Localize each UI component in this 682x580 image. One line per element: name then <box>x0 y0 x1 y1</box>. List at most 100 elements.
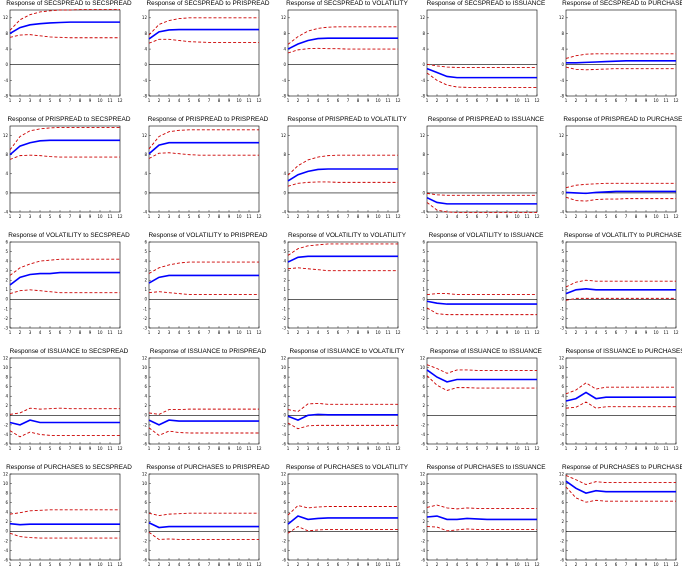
y-tick-label: 10 <box>281 365 287 370</box>
y-tick-label: 6 <box>561 384 564 389</box>
y-tick-label: -3 <box>421 325 425 330</box>
y-tick-label: 3 <box>561 268 564 273</box>
x-tick-label: 2 <box>158 562 161 567</box>
y-tick-label: 12 <box>420 15 426 20</box>
x-tick-label: 6 <box>615 214 618 219</box>
x-tick-label: 1 <box>565 98 568 103</box>
x-tick-label: 4 <box>595 214 598 219</box>
x-tick-label: 9 <box>228 214 231 219</box>
y-tick-label: 0 <box>283 413 286 418</box>
x-tick-label: 4 <box>456 330 459 335</box>
y-tick-label: 12 <box>3 472 9 476</box>
panel-title: Response of SECSPREAD to VOLATILITY <box>286 0 408 7</box>
confidence-band-lower <box>426 375 537 391</box>
response-line <box>426 515 537 521</box>
x-tick-label: 2 <box>158 214 161 219</box>
x-tick-label: 9 <box>89 562 92 567</box>
x-tick-label: 1 <box>148 562 151 567</box>
y-tick-label: 2 <box>422 278 425 283</box>
y-tick-label: -6 <box>282 557 286 562</box>
y-tick-label: 10 <box>3 365 9 370</box>
x-tick-label: 1 <box>9 446 12 451</box>
x-tick-label: 6 <box>337 214 340 219</box>
y-tick-label: 10 <box>420 365 426 370</box>
y-tick-label: -6 <box>560 557 564 562</box>
y-tick-label: -2 <box>282 538 286 543</box>
x-tick-label: 11 <box>246 562 252 567</box>
x-tick-label: 7 <box>347 98 350 103</box>
y-tick-label: -2 <box>143 316 147 321</box>
response-line <box>565 480 676 494</box>
x-tick-label: 11 <box>385 562 391 567</box>
y-tick-label: 0 <box>283 297 286 302</box>
x-tick-label: 10 <box>375 562 381 567</box>
x-tick-label: 11 <box>107 562 113 567</box>
y-tick-label: -2 <box>282 316 286 321</box>
x-tick-label: 1 <box>426 446 429 451</box>
y-tick-label: 4 <box>422 259 425 264</box>
y-tick-label: 4 <box>144 394 147 399</box>
irf-panel: Response of PURCHASES to VOLATILITY -6 -4 -… <box>278 464 416 580</box>
y-tick-label: 4 <box>144 259 147 264</box>
y-tick-label: -4 <box>282 548 286 553</box>
y-tick-label: 12 <box>142 133 148 138</box>
x-tick-label: 1 <box>565 562 568 567</box>
x-tick-label: 7 <box>69 330 72 335</box>
y-tick-label: -2 <box>4 538 8 543</box>
confidence-band-lower <box>565 486 676 503</box>
x-tick-label: 4 <box>317 330 320 335</box>
y-tick-label: -4 <box>143 209 147 214</box>
y-tick-label: 4 <box>561 46 564 51</box>
x-tick-label: 6 <box>198 446 201 451</box>
panel-title: Response of VOLATILITY to SECSPREAD <box>8 232 130 239</box>
x-tick-label: 10 <box>236 330 242 335</box>
x-tick-label: 12 <box>395 446 401 451</box>
confidence-band-upper <box>426 293 537 296</box>
y-tick-label: 4 <box>422 510 425 515</box>
y-tick-label: 0 <box>561 413 564 418</box>
y-tick-label: 8 <box>561 375 564 380</box>
x-tick-label: 11 <box>524 562 530 567</box>
y-tick-label: -6 <box>143 557 147 562</box>
irf-panel: Response of SECSPREAD to ISSUANCE -8 -4 0 4 8… <box>417 0 555 116</box>
x-tick-label: 5 <box>188 446 191 451</box>
x-tick-label: 12 <box>673 330 679 335</box>
x-tick-label: 3 <box>168 330 171 335</box>
x-tick-label: 7 <box>208 562 211 567</box>
x-tick-label: 10 <box>97 562 103 567</box>
y-tick-label: 6 <box>422 240 425 244</box>
confidence-band-upper <box>9 9 120 31</box>
x-tick-label: 5 <box>605 562 608 567</box>
x-tick-label: 1 <box>287 562 290 567</box>
x-tick-label: 6 <box>198 214 201 219</box>
x-tick-label: 4 <box>317 446 320 451</box>
x-tick-label: 4 <box>39 98 42 103</box>
response-line <box>426 67 537 79</box>
x-tick-label: 1 <box>565 330 568 335</box>
irf-panel: Response of ISSUANCE to ISSUANCE -6 -4 -2 0 2… <box>417 348 555 464</box>
x-tick-label: 8 <box>635 330 638 335</box>
response-line <box>287 168 398 182</box>
y-tick-label: 8 <box>283 152 286 157</box>
x-tick-label: 5 <box>605 98 608 103</box>
y-tick-label: 4 <box>283 46 286 51</box>
panel-title: Response of VOLATILITY to PURCHASES <box>564 232 682 239</box>
y-tick-label: 6 <box>5 240 8 244</box>
y-tick-label: 10 <box>559 365 565 370</box>
y-tick-label: -4 <box>282 78 286 83</box>
x-tick-label: 2 <box>19 446 22 451</box>
x-tick-label: 12 <box>256 98 262 103</box>
irf-panel: Response of ISSUANCE to VOLATILITY -6 -4 -2… <box>278 348 416 464</box>
x-tick-label: 9 <box>645 330 648 335</box>
x-tick-label: 10 <box>236 562 242 567</box>
x-tick-label: 4 <box>317 98 320 103</box>
x-tick-label: 6 <box>198 562 201 567</box>
y-tick-label: 5 <box>5 249 8 254</box>
y-tick-label: 4 <box>5 394 8 399</box>
panel-title: Response of PURCHASES to SECSPREAD <box>6 464 132 471</box>
y-tick-label: 8 <box>5 491 8 496</box>
response-line <box>287 515 398 525</box>
